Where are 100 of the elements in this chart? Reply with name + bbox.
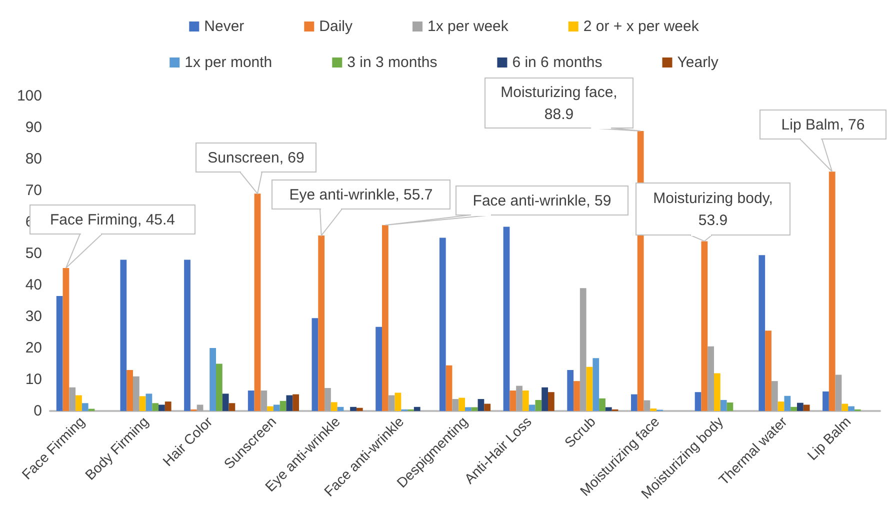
- y-tick-label: 100: [16, 88, 42, 104]
- bar: [765, 330, 772, 411]
- bar: [452, 399, 459, 411]
- bar: [133, 376, 140, 411]
- legend-label: 2 or + x per week: [583, 18, 700, 35]
- bar: [522, 390, 529, 411]
- bar: [260, 390, 268, 411]
- bar: [292, 394, 299, 411]
- bar: [324, 388, 331, 411]
- bar: [599, 398, 606, 411]
- callout-box: Lip Balm, 76: [760, 110, 886, 172]
- bar: [842, 404, 848, 411]
- bar: [592, 358, 600, 411]
- bar: [120, 260, 127, 411]
- legend-label: Yearly: [677, 54, 719, 71]
- annotation: Sunscreen, 69: [208, 150, 304, 166]
- y-tick-label: 20: [25, 340, 42, 356]
- bar: [330, 402, 338, 411]
- bar: [790, 406, 797, 411]
- bar: [184, 260, 190, 411]
- annotation: Moisturizing face, 88.9: [500, 84, 618, 123]
- bar: [567, 370, 574, 411]
- bar: [286, 395, 293, 411]
- bar: [771, 381, 778, 411]
- legend-label: 3 in 3 months: [347, 54, 438, 71]
- bar: [439, 238, 446, 411]
- legend-label: 6 in 6 months: [512, 54, 602, 71]
- bar: [726, 402, 734, 411]
- bar: [471, 407, 478, 411]
- bar: [210, 348, 216, 411]
- bar: [280, 400, 286, 411]
- bar: [535, 400, 542, 411]
- bar: [580, 288, 586, 411]
- y-tick-label: 30: [25, 308, 42, 325]
- legend-label: Never: [204, 18, 244, 35]
- bar: [631, 394, 638, 411]
- y-tick-label: 70: [25, 182, 42, 199]
- bar: [318, 236, 325, 411]
- bar: [835, 374, 842, 411]
- legend-label: Daily: [319, 18, 353, 35]
- bar: [714, 373, 720, 411]
- bar: [548, 392, 554, 411]
- bar: [708, 346, 714, 411]
- bar: [803, 404, 810, 411]
- bar: [376, 326, 382, 411]
- annotation: Lip Balm, 76: [781, 116, 865, 134]
- bar: [394, 392, 402, 411]
- bar: [503, 226, 510, 411]
- bar: [267, 406, 274, 411]
- annotation: Moisturizing body, 53.9: [653, 190, 773, 229]
- y-tick-label: 40: [25, 276, 42, 294]
- bar: [356, 408, 363, 411]
- bar: [146, 394, 152, 411]
- bar: [228, 403, 236, 411]
- bar: [516, 386, 522, 411]
- bar: [69, 387, 76, 411]
- legend-label: 1x per week: [428, 18, 509, 35]
- bar: [650, 408, 657, 411]
- bar: [586, 366, 593, 411]
- bar: [778, 402, 784, 411]
- bar: [694, 392, 702, 411]
- bar: [382, 225, 388, 411]
- bar: [158, 404, 165, 411]
- bar: [797, 402, 804, 411]
- bar: [484, 404, 491, 411]
- bar: [528, 404, 536, 411]
- bar: [784, 396, 791, 411]
- bar: [465, 407, 472, 411]
- bar: [388, 395, 395, 411]
- bar: [216, 364, 222, 411]
- bar: [758, 255, 766, 411]
- bar: [446, 365, 452, 411]
- bar: [56, 296, 63, 411]
- bar: [164, 402, 172, 411]
- bar: [828, 172, 836, 411]
- bar: [76, 395, 82, 411]
- bar: [126, 370, 133, 411]
- bar: [458, 398, 465, 411]
- bar: [62, 268, 70, 411]
- bar: [720, 400, 727, 411]
- bar: [248, 390, 254, 411]
- annotation: Face Firming, 45.4: [50, 212, 176, 228]
- bar: [605, 407, 612, 411]
- bar: [312, 318, 318, 411]
- bar: [196, 404, 204, 411]
- bar: [82, 403, 88, 411]
- bar: [273, 404, 280, 411]
- bar: [574, 381, 580, 411]
- bar: [478, 399, 484, 411]
- y-tick-label: 90: [25, 119, 42, 136]
- y-tick-label: 80: [25, 150, 42, 168]
- bar: [542, 387, 548, 411]
- bar: [350, 406, 356, 411]
- y-tick-label: 0: [34, 402, 42, 420]
- bar: [152, 403, 159, 411]
- y-tick-label: 10: [25, 371, 42, 388]
- bar: [822, 391, 829, 411]
- bar: [848, 406, 854, 411]
- bar: [644, 400, 650, 411]
- legend-label: 1x per month: [184, 54, 272, 71]
